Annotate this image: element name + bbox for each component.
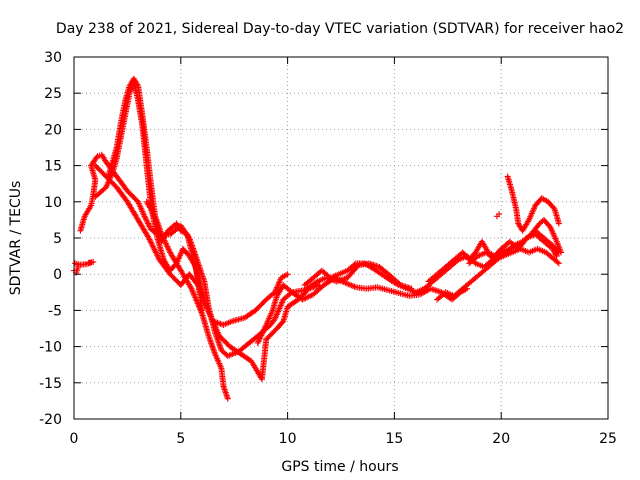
marker-path xyxy=(493,211,503,220)
x-tick-label: 15 xyxy=(385,431,403,447)
series-track-1 xyxy=(72,258,97,268)
y-tick-label: 10 xyxy=(44,195,62,211)
series-track-3 xyxy=(77,151,415,360)
series-track-12 xyxy=(504,173,562,234)
y-tick-label: -5 xyxy=(48,303,62,319)
x-tick-labels: 0 5 10 15 20 25 xyxy=(70,431,617,447)
x-tick-label: 20 xyxy=(492,431,510,447)
series-track-9 xyxy=(301,231,560,296)
marker-path xyxy=(143,198,291,328)
marker-path xyxy=(72,258,97,268)
y-tick-label: 30 xyxy=(44,50,62,66)
y-tick-labels: -20 -15 -10 -5 0 5 10 15 20 25 30 xyxy=(39,50,62,428)
y-tick-label: -15 xyxy=(39,376,62,392)
axis-ticks xyxy=(73,56,609,420)
y-tick-label: 25 xyxy=(44,86,62,102)
series-track-14 xyxy=(493,211,503,220)
y-tick-label: 15 xyxy=(44,159,62,175)
series-track-7 xyxy=(143,198,291,328)
y-tick-label: 20 xyxy=(44,122,62,138)
y-tick-label: -10 xyxy=(39,340,62,356)
data-points xyxy=(71,75,565,402)
series-track-13 xyxy=(466,245,562,267)
marker-path xyxy=(301,231,560,296)
x-tick-label: 0 xyxy=(70,431,79,447)
x-tick-label: 5 xyxy=(176,431,185,447)
y-axis-label: SDTVAR / TECUs xyxy=(8,181,24,296)
x-axis-label: GPS time / hours xyxy=(281,459,398,475)
marker-path xyxy=(504,173,562,234)
chart-title: Day 238 of 2021, Sidereal Day-to-day VTE… xyxy=(56,21,624,37)
marker-path xyxy=(466,245,562,267)
y-tick-label: -20 xyxy=(39,412,62,428)
y-tick-label: 5 xyxy=(53,231,62,247)
y-tick-label: 0 xyxy=(53,267,62,283)
x-tick-label: 25 xyxy=(599,431,617,447)
x-tick-label: 10 xyxy=(279,431,297,447)
marker-path xyxy=(77,151,415,360)
